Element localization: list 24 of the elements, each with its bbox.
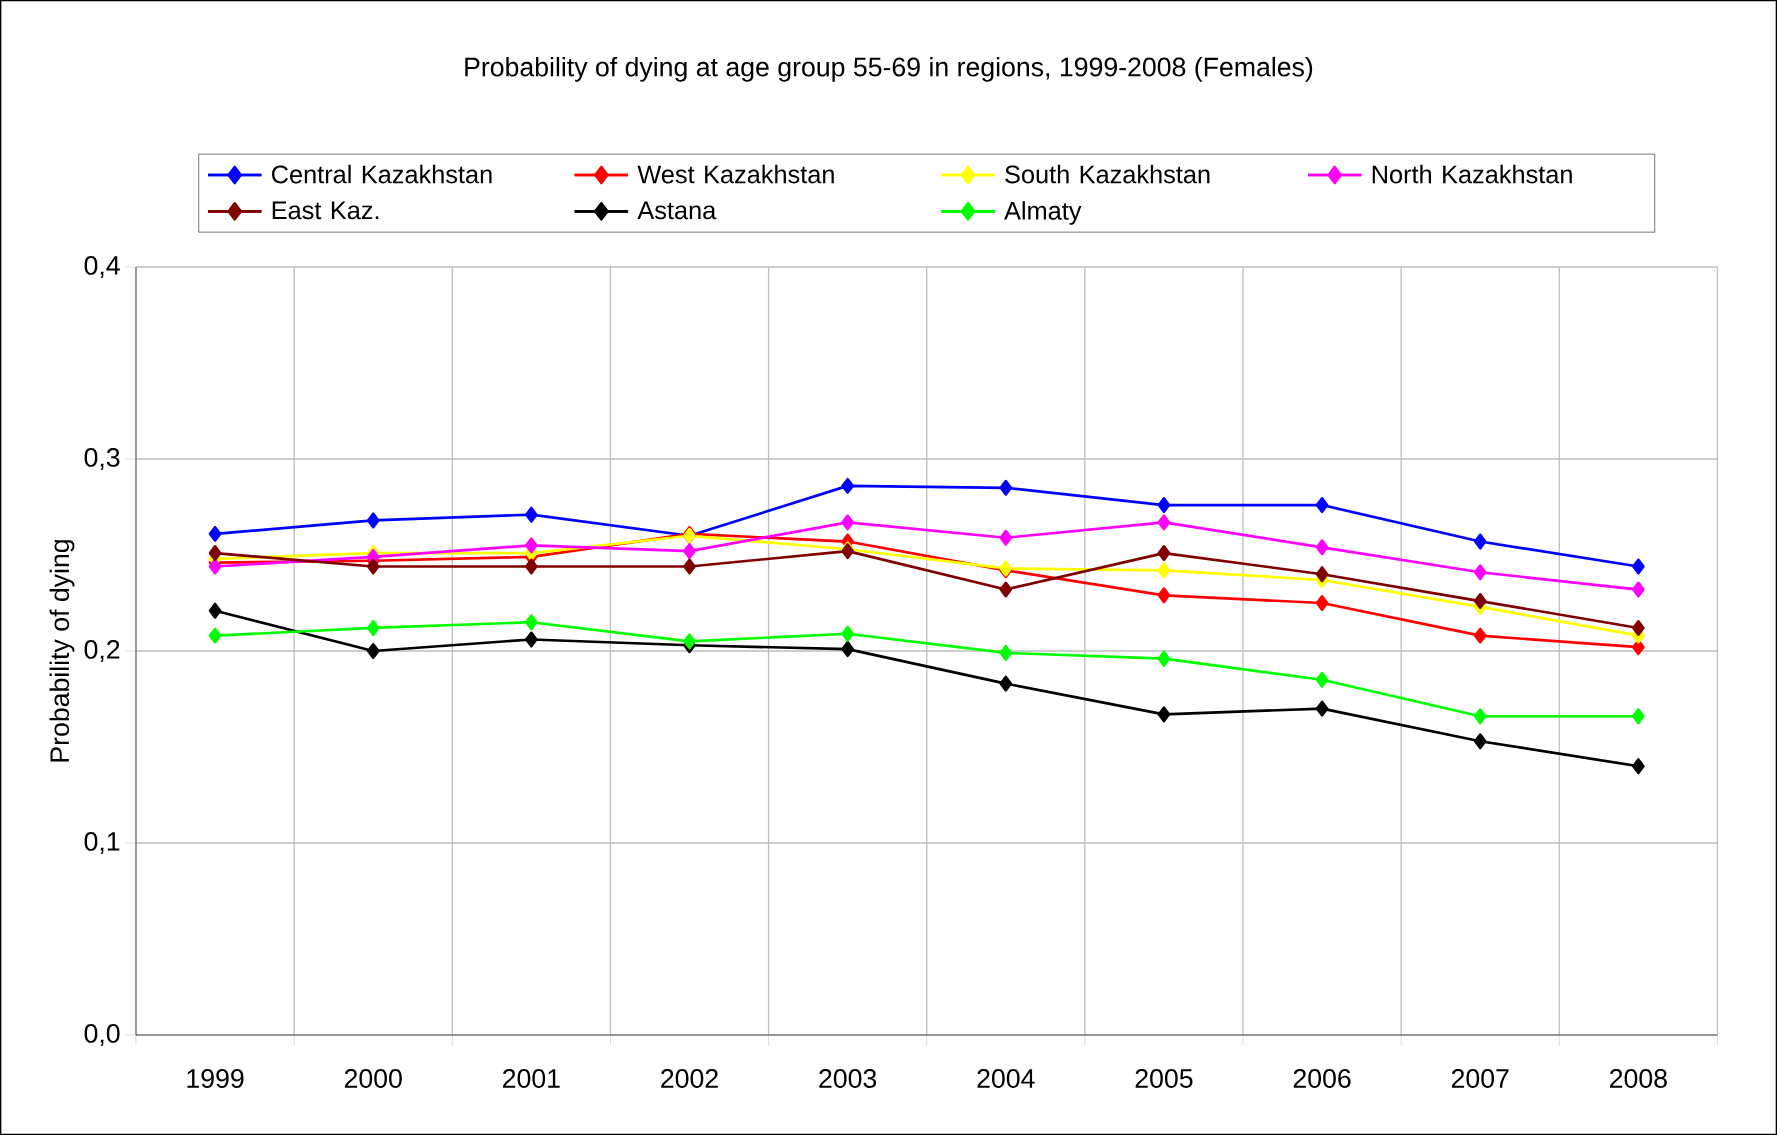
x-tick-label: 2003: [819, 1069, 877, 1088]
y-tick-label: 0,1: [84, 831, 120, 855]
legend-label: East Kaz.: [272, 201, 379, 220]
x-tick-label: 2005: [1135, 1069, 1193, 1088]
legend-label: North Kazakhstan: [1372, 164, 1572, 184]
legend-label: South Kazakhstan: [1005, 164, 1210, 184]
chart-title: Probability of dying at age group 55-69 in regions, 1999-2008 (Females): [465, 56, 1313, 82]
x-tick-label: 2008: [1610, 1069, 1667, 1088]
x-tick-label: 2000: [344, 1069, 402, 1088]
x-tick-label: 2002: [661, 1069, 718, 1088]
y-tick-label: 0,0: [84, 1023, 120, 1047]
x-tick-label: 2007: [1451, 1069, 1509, 1088]
x-tick-label: 2001: [503, 1069, 560, 1088]
legend-label: West Kazakhstan: [637, 164, 834, 184]
y-tick-label: 0,3: [84, 447, 120, 471]
legend-label: Almaty: [1004, 201, 1082, 225]
x-tick-label: 1999: [187, 1069, 244, 1088]
legend-label: Central Kazakhstan: [271, 164, 492, 184]
y-tick-label: 0,4: [84, 255, 120, 279]
x-tick-label: 2004: [977, 1069, 1035, 1088]
legend-label: Astana: [637, 201, 717, 220]
y-axis-title: Probability of dying: [49, 540, 75, 762]
x-tick-label: 2006: [1293, 1069, 1351, 1088]
y-tick-label: 0,2: [84, 639, 120, 663]
